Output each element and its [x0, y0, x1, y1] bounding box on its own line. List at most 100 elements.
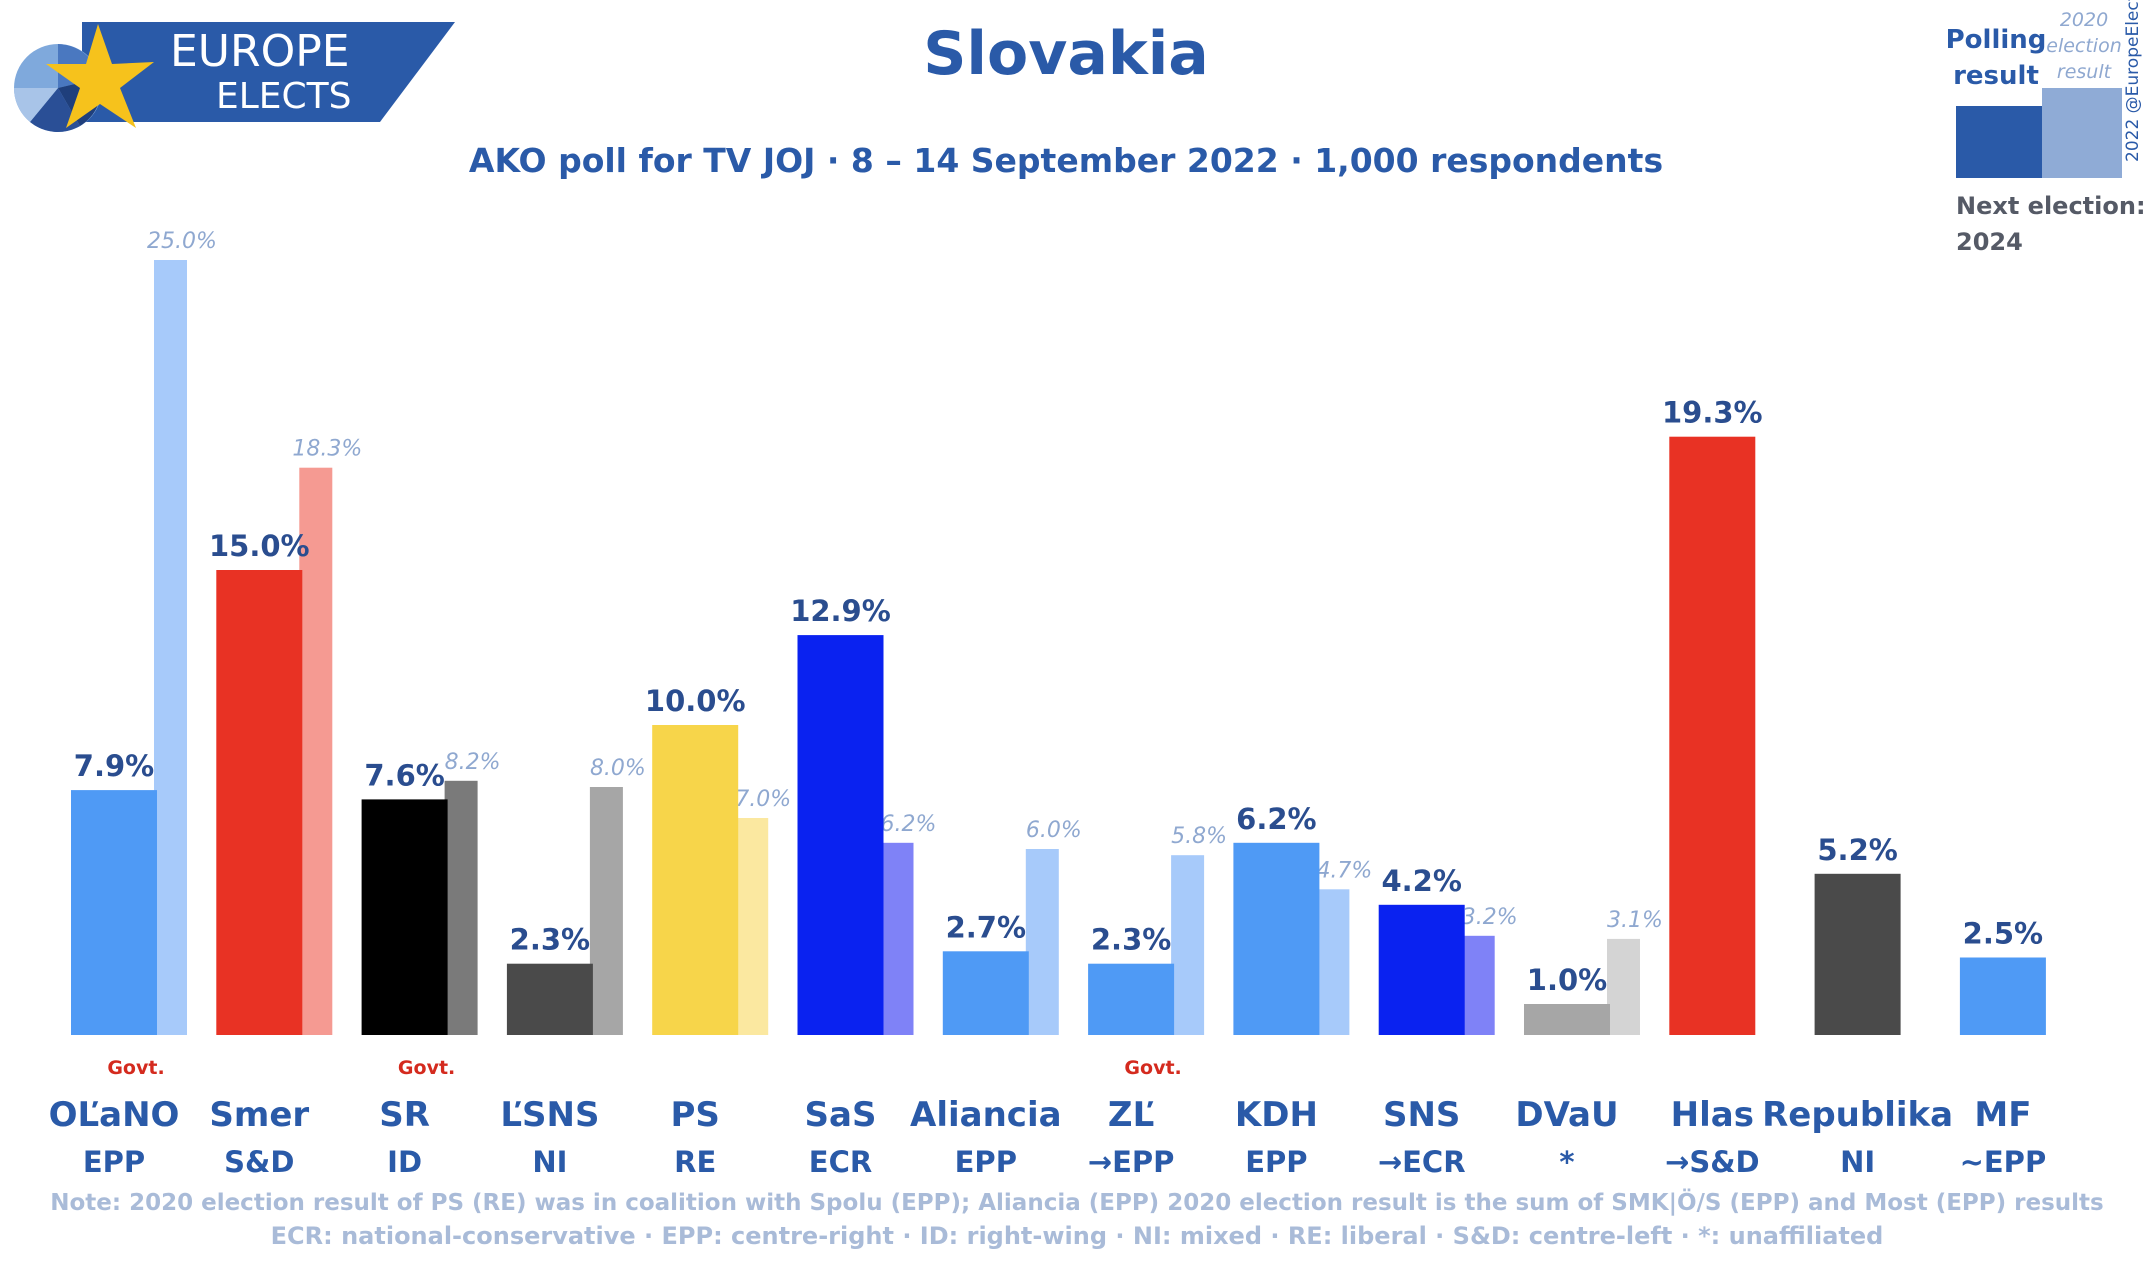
party-7-name: ZĽ [1108, 1095, 1154, 1135]
party-1-poll-label: 15.0% [209, 529, 310, 563]
party-2-poll-bar [361, 799, 448, 1035]
party-12-poll-label: 5.2% [1817, 833, 1897, 867]
party-4-election-bar [735, 818, 769, 1035]
party-11-name: Hlas [1671, 1095, 1754, 1135]
party-1-election-label: 18.3% [292, 437, 362, 462]
logo-band [82, 22, 455, 122]
party-6-poll-label: 2.7% [946, 910, 1026, 944]
party-2-group: ID [387, 1145, 422, 1179]
party-5-election-label: 6.2% [881, 812, 937, 837]
party-5-name: SaS [805, 1095, 877, 1135]
party-2-poll-label: 7.6% [364, 758, 444, 792]
party-3-group: NI [532, 1145, 567, 1179]
party-4-group: RE [674, 1145, 716, 1179]
party-8-poll-label: 6.2% [1236, 802, 1316, 836]
party-13-name: MF [1974, 1095, 2031, 1135]
party-6-poll-bar [942, 951, 1029, 1035]
party-8-name: KDH [1235, 1095, 1318, 1135]
party-0-poll-label: 7.9% [74, 749, 154, 783]
logo-line2: ELECTS [216, 76, 352, 117]
party-2-election-label: 8.2% [445, 750, 501, 775]
party-8-election-label: 4.7% [1316, 858, 1372, 883]
party-12-name: Republika [1762, 1095, 1953, 1135]
party-2-name: SR [379, 1095, 430, 1135]
party-1-name: Smer [209, 1095, 309, 1135]
party-6-name: Aliancia [910, 1095, 1062, 1135]
party-13-poll-bar [1959, 957, 2046, 1035]
party-9-group: →ECR [1378, 1145, 1466, 1179]
party-10-election-label: 3.1% [1607, 908, 1663, 933]
party-10-poll-bar [1524, 1004, 1610, 1035]
party-6-election-label: 6.0% [1026, 818, 1082, 843]
logo-line1: EUROPE [170, 26, 350, 77]
party-8-poll-bar [1233, 842, 1320, 1035]
chart-subtitle: AKO poll for TV JOJ · 8 – 14 September 2… [469, 141, 1663, 180]
party-0-group: EPP [83, 1145, 145, 1179]
party-8-group: EPP [1245, 1145, 1307, 1179]
party-1-poll-bar [216, 570, 303, 1035]
party-3-name: ĽSNS [500, 1095, 599, 1135]
party-9-poll-bar [1378, 904, 1465, 1035]
party-0-govt-label: Govt. [107, 1057, 164, 1079]
legend: Polling result 2020 election result Next… [1946, 9, 2146, 256]
party-4-election-label: 7.0% [735, 787, 791, 812]
party-12-group: NI [1840, 1145, 1875, 1179]
party-13-poll-label: 2.5% [1963, 917, 2043, 951]
legend-polling-line1: Polling [1946, 25, 2047, 55]
party-9-name: SNS [1383, 1095, 1460, 1135]
party-13-group: ~EPP [1960, 1145, 2047, 1179]
party-7-poll-label: 2.3% [1091, 923, 1171, 957]
party-1-group: S&D [224, 1145, 294, 1179]
party-3-poll-label: 2.3% [510, 923, 590, 957]
party-2-govt-label: Govt. [398, 1057, 455, 1079]
party-7-group: →EPP [1088, 1145, 1175, 1179]
party-6-election-bar [1025, 849, 1059, 1035]
party-2-election-bar [444, 780, 478, 1035]
party-11-poll-label: 19.3% [1662, 396, 1763, 430]
europe-elects-logo: EUROPE ELECTS [13, 22, 455, 132]
legend-election-line1: 2020 [2060, 9, 2108, 31]
next-election-value: 2024 [1956, 228, 2023, 256]
party-1-election-bar [299, 467, 333, 1035]
party-7-election-bar [1171, 855, 1205, 1035]
legend-election-line2: election [2046, 35, 2122, 57]
party-4-name: PS [670, 1095, 719, 1135]
party-11-group: →S&D [1665, 1145, 1760, 1179]
party-3-election-label: 8.0% [590, 756, 646, 781]
party-7-govt-label: Govt. [1124, 1057, 1181, 1079]
chart-title: Slovakia [923, 19, 1209, 89]
party-5-group: ECR [809, 1145, 872, 1179]
party-8-election-bar [1316, 889, 1350, 1035]
party-3-poll-bar [506, 963, 593, 1035]
party-9-poll-label: 4.2% [1381, 864, 1461, 898]
party-7-election-label: 5.8% [1171, 824, 1227, 849]
copyright: 2022 @EuropeElects [2123, 0, 2143, 162]
party-7-poll-bar [1088, 963, 1175, 1035]
logo-star-icon [46, 24, 154, 128]
party-0-name: OĽaNO [49, 1095, 180, 1135]
party-0-election-bar [154, 260, 187, 1035]
party-0-poll-bar [71, 790, 157, 1035]
party-9-election-label: 3.2% [1462, 905, 1518, 930]
party-10-group: * [1559, 1145, 1574, 1179]
bars: 25.0% 7.9% Govt. OĽaNO EPP 18.3% 15.0% Smer S&D 8… [49, 229, 2047, 1179]
next-election-label: Next election: [1956, 192, 2146, 220]
legend-poll-swatch [1956, 106, 2042, 178]
legend-election-line3: result [2057, 61, 2113, 83]
party-5-poll-label: 12.9% [790, 594, 891, 628]
party-3-election-bar [589, 787, 623, 1035]
party-9-election-bar [1461, 935, 1495, 1035]
party-10-election-bar [1607, 938, 1640, 1035]
party-0-election-label: 25.0% [147, 229, 217, 254]
party-6-group: EPP [955, 1145, 1017, 1179]
party-11-poll-bar [1669, 436, 1756, 1035]
party-10-poll-label: 1.0% [1527, 963, 1607, 997]
legend-polling-line2: result [1953, 61, 2039, 91]
party-4-poll-label: 10.0% [645, 684, 746, 718]
party-12-poll-bar [1814, 873, 1901, 1035]
party-5-poll-bar [797, 635, 884, 1035]
footer-note: Note: 2020 election result of PS (RE) wa… [50, 1188, 2104, 1216]
legend-election-swatch [2042, 88, 2122, 178]
footer-groups: ECR: national-conservative · EPP: centre… [271, 1222, 1884, 1250]
